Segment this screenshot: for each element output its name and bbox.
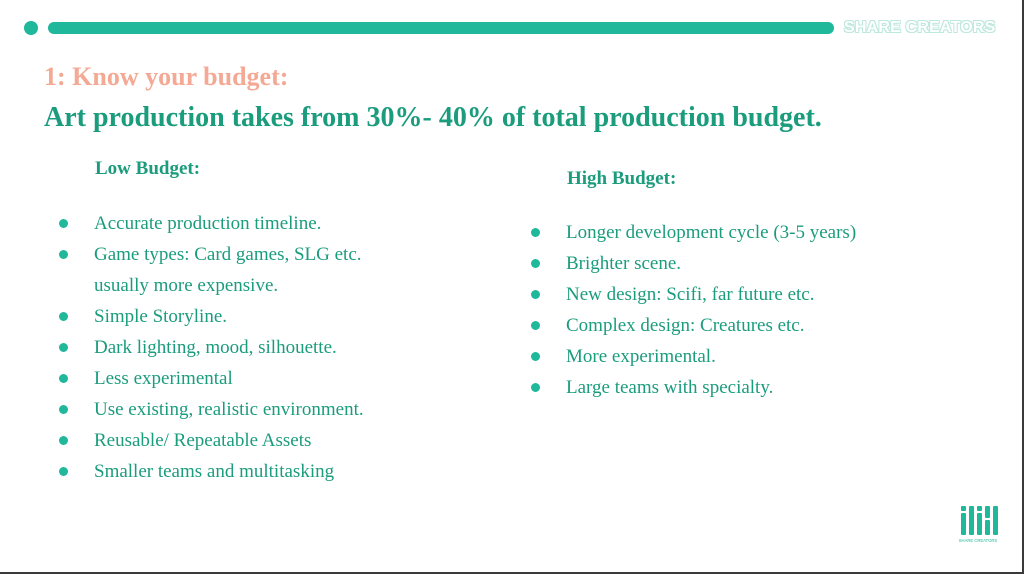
list-item: Game types: Card games, SLG etc. <box>59 239 364 270</box>
list-item-text: Reusable/ Repeatable Assets <box>94 430 312 451</box>
list-item: Less experimental <box>59 363 364 394</box>
list-item-text: Use existing, realistic environment. <box>94 399 364 420</box>
high-budget-list: Longer development cycle (3-5 years) Bri… <box>531 217 856 403</box>
list-item: Large teams with specialty. <box>531 372 856 403</box>
list-item-text: Longer development cycle (3-5 years) <box>566 222 857 243</box>
list-item-text: Accurate production timeline. <box>94 213 322 234</box>
list-item-text: Less experimental <box>94 368 233 389</box>
list-item: Simple Storyline. <box>59 301 364 332</box>
list-item-text: usually more expensive. <box>94 275 279 296</box>
slide-subtitle: 1: Know your budget: <box>44 62 289 91</box>
brand-name: SHARE CREATORS <box>844 19 996 36</box>
bullet-icon <box>59 436 68 445</box>
slide-border-bottom <box>0 572 1024 574</box>
list-item-text: Complex design: Creatures etc. <box>566 315 805 336</box>
low-budget-heading: Low Budget: <box>95 158 201 179</box>
list-item: Accurate production timeline. <box>59 208 364 239</box>
bullet-icon <box>531 259 540 268</box>
bullet-icon <box>59 405 68 414</box>
list-item: Longer development cycle (3-5 years) <box>531 217 856 248</box>
list-item-text: Game types: Card games, SLG etc. <box>94 244 362 265</box>
list-item-text: More experimental. <box>566 346 716 367</box>
share-creators-logo-icon: SHARE CREATORS <box>959 506 998 543</box>
list-item: Brighter scene. <box>531 248 856 279</box>
list-item-text: Dark lighting, mood, silhouette. <box>94 337 337 358</box>
header-bar <box>48 22 834 34</box>
list-item: Complex design: Creatures etc. <box>531 310 856 341</box>
bullet-icon <box>59 343 68 352</box>
high-budget-heading: High Budget: <box>567 168 677 189</box>
bullet-icon <box>59 312 68 321</box>
bullet-icon <box>59 250 68 259</box>
list-item: Reusable/ Repeatable Assets <box>59 425 364 456</box>
low-budget-list: Accurate production timeline. Game types… <box>59 208 364 487</box>
list-item-text: Smaller teams and multitasking <box>94 461 335 482</box>
list-item: New design: Scifi, far future etc. <box>531 279 856 310</box>
header-bar-dot <box>24 21 38 35</box>
list-item: More experimental. <box>531 341 856 372</box>
bullet-icon <box>531 352 540 361</box>
list-item-text: Simple Storyline. <box>94 306 227 327</box>
list-item-continuation: usually more expensive. <box>59 270 364 301</box>
bullet-icon <box>531 290 540 299</box>
logo-text: SHARE CREATORS <box>959 538 998 543</box>
slide-title: Art production takes from 30%- 40% of to… <box>44 102 822 133</box>
bullet-icon <box>59 374 68 383</box>
bullet-icon <box>59 467 68 476</box>
list-item: Dark lighting, mood, silhouette. <box>59 332 364 363</box>
bullet-icon <box>531 383 540 392</box>
list-item: Smaller teams and multitasking <box>59 456 364 487</box>
bullet-icon <box>59 219 68 228</box>
list-item: Use existing, realistic environment. <box>59 394 364 425</box>
list-item-text: Brighter scene. <box>566 253 682 274</box>
list-item-text: Large teams with specialty. <box>566 377 774 398</box>
list-item-text: New design: Scifi, far future etc. <box>566 284 815 305</box>
bullet-icon <box>531 321 540 330</box>
slide-border-right <box>1022 0 1024 574</box>
bullet-icon <box>531 228 540 237</box>
